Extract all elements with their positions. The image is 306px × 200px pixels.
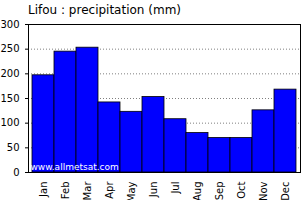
svg-text:Feb: Feb	[60, 182, 71, 200]
svg-text:0: 0	[13, 167, 19, 178]
html-text:Lifou : precipitation (mm): Lifou : precipitation (mm)	[28, 3, 181, 17]
svg-text:50: 50	[7, 142, 20, 153]
svg-text:300: 300	[0, 20, 19, 30]
svg-text:May: May	[126, 181, 137, 200]
svg-text:Jan: Jan	[38, 182, 49, 198]
svg-text:200: 200	[0, 68, 19, 79]
svg-text:Oct: Oct	[236, 181, 247, 198]
svg-text:Aug: Aug	[192, 182, 203, 200]
svg-text:Mar: Mar	[82, 181, 93, 200]
svg-text:Jun: Jun	[148, 182, 159, 199]
svg-text:150: 150	[0, 93, 19, 104]
svg-text:100: 100	[0, 117, 19, 128]
svg-text:Nov: Nov	[258, 181, 269, 200]
svg-text:Jul: Jul	[170, 182, 181, 195]
svg-text:250: 250	[0, 43, 19, 54]
svg-text:www.allmetsat.com: www.allmetsat.com	[31, 162, 119, 172]
svg-text:Dec: Dec	[280, 182, 291, 200]
svg-text:Apr: Apr	[104, 181, 115, 199]
svg-text:Sep: Sep	[214, 182, 225, 200]
